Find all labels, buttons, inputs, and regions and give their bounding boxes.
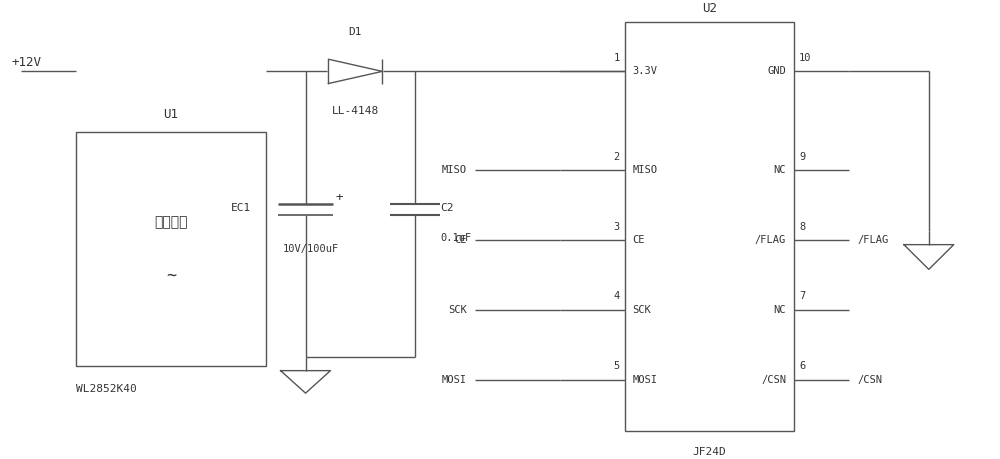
Text: 4: 4 [613, 291, 620, 302]
Bar [76, 132, 266, 366]
Text: CE: CE [633, 235, 645, 245]
Text: WL2852K40: WL2852K40 [76, 384, 137, 394]
Text: 0.1uF: 0.1uF [440, 233, 471, 243]
Text: 6: 6 [799, 361, 805, 371]
Text: SCK: SCK [633, 305, 651, 315]
Text: ~: ~ [166, 267, 176, 285]
Text: 2: 2 [613, 152, 620, 162]
Text: 3: 3 [613, 222, 620, 232]
Text: MISO: MISO [442, 165, 467, 175]
Text: 电源芯片: 电源芯片 [154, 215, 188, 229]
Text: +: + [335, 191, 343, 204]
Text: MOSI: MOSI [442, 375, 467, 385]
Text: MOSI: MOSI [633, 375, 658, 385]
Text: LL-4148: LL-4148 [332, 106, 379, 116]
Text: 5: 5 [613, 361, 620, 371]
Text: 8: 8 [799, 222, 805, 232]
Text: /FLAG: /FLAG [755, 235, 786, 245]
Text: /CSN: /CSN [857, 375, 882, 385]
Text: NC: NC [774, 305, 786, 315]
Text: +12V: +12V [11, 56, 41, 69]
Text: U2: U2 [702, 2, 717, 15]
Text: GND: GND [767, 67, 786, 76]
Text: U1: U1 [163, 107, 178, 121]
Bar [625, 22, 794, 431]
Text: 10V/100uF: 10V/100uF [282, 244, 339, 254]
Text: 3.3V: 3.3V [633, 67, 658, 76]
Text: 7: 7 [799, 291, 805, 302]
Text: 1: 1 [613, 53, 620, 63]
Text: /FLAG: /FLAG [857, 235, 888, 245]
Text: NC: NC [774, 165, 786, 175]
Text: 10: 10 [799, 53, 812, 63]
Text: MISO: MISO [633, 165, 658, 175]
Text: C2: C2 [440, 203, 454, 213]
Text: JF24D: JF24D [693, 447, 726, 457]
Text: EC1: EC1 [230, 203, 251, 213]
Text: CE: CE [455, 235, 467, 245]
Text: 9: 9 [799, 152, 805, 162]
Text: D1: D1 [349, 27, 362, 37]
Text: /CSN: /CSN [761, 375, 786, 385]
Text: SCK: SCK [448, 305, 467, 315]
